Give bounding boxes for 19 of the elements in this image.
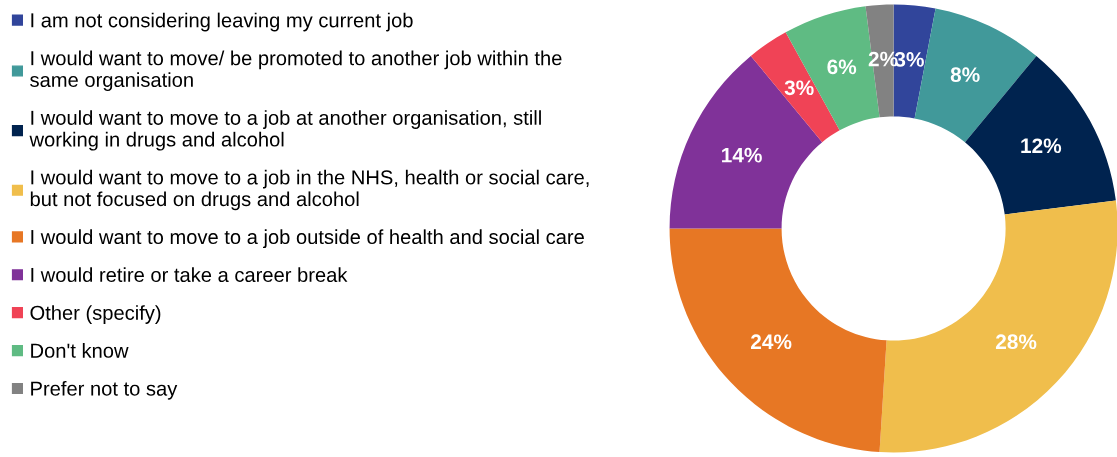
data-label: 12% [1021, 138, 1062, 154]
data-label: 3% [784, 80, 814, 96]
legend-label: I am not considering leaving my current job [31, 12, 413, 32]
data-label: 28% [995, 334, 1037, 350]
donut-slice [669, 55, 823, 229]
donut-slice [669, 228, 887, 453]
legend-label: I would want to move/ be promoted to another job within the same organisation [30, 50, 562, 91]
data-label: 24% [751, 334, 792, 350]
legend-label: I would want to move to a job outside of health and social care [31, 229, 584, 249]
legend-label: Other (specify) [30, 305, 161, 324]
legend-label: Don't know [31, 343, 129, 358]
donut-slice [879, 200, 1117, 453]
legend-label: Prefer not to say [31, 380, 178, 400]
data-label: 8% [950, 67, 980, 83]
legend-label: I would retire or take a career break [31, 267, 348, 283]
legend-label: I would want to move to a job at another organisation, still working in drugs and alcohol [29, 110, 541, 151]
data-label: 6% [827, 59, 857, 75]
legend-label: I would want to move to a job in the NHS, health or social care, but not focused on drugs and alcohol [30, 169, 589, 211]
data-label: 14% [722, 147, 762, 163]
